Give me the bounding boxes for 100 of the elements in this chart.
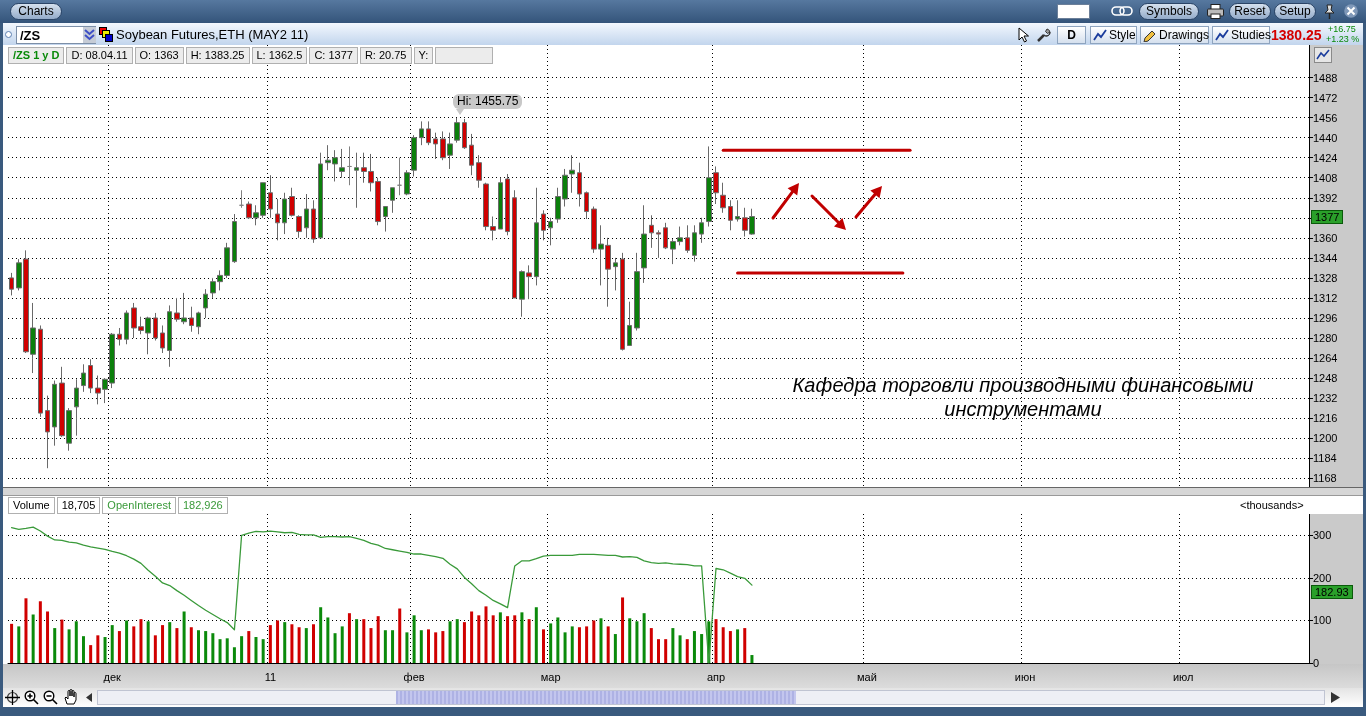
candlestick (9, 272, 14, 296)
bar (196, 630, 200, 663)
bar (621, 597, 625, 663)
bar (649, 628, 653, 663)
candlestick (347, 145, 352, 186)
annotation: O: 1363 (134, 47, 184, 64)
x-tick-label: апр (706, 670, 726, 683)
bar (161, 625, 165, 663)
bar (326, 617, 330, 663)
bar (520, 612, 524, 663)
candlestick (656, 229, 661, 259)
bar (743, 628, 747, 663)
bar (153, 635, 157, 663)
text: 1377 (1311, 210, 1344, 224)
candlestick (167, 304, 172, 368)
y-tick-label: 1248 (1313, 372, 1338, 385)
y-tick-label: 1184 (1313, 452, 1337, 465)
candlestick (189, 306, 194, 333)
bar (276, 620, 280, 663)
text: 182.93 (1311, 585, 1353, 599)
bar (182, 611, 186, 663)
y-tick-label: 1168 (1313, 472, 1337, 485)
candlestick (404, 169, 410, 196)
annotation: R: 20.75 (359, 47, 412, 64)
y-tick-label: 1200 (1313, 432, 1338, 445)
bar (67, 629, 71, 663)
bar (613, 634, 617, 663)
candlestick (124, 309, 129, 345)
bar (225, 638, 229, 663)
x-tick-label: июн (1014, 670, 1036, 683)
bar (412, 615, 416, 663)
bar (692, 631, 696, 663)
x-tick-label: мар (540, 670, 561, 683)
bar (477, 615, 481, 663)
candlestick (196, 311, 201, 335)
candlestick (411, 134, 417, 177)
candlestick (498, 177, 503, 230)
y-tick-label: 200 (1313, 571, 1332, 584)
candlestick (634, 252, 640, 331)
bar (434, 632, 438, 663)
bar (541, 629, 545, 663)
bar (534, 607, 538, 663)
text: 18,705 (56, 497, 101, 514)
candlestick (649, 214, 654, 249)
bar (383, 630, 387, 663)
bar (570, 626, 574, 663)
bar (10, 623, 14, 663)
candlestick (203, 288, 208, 319)
bar (527, 619, 531, 663)
candlestick (339, 148, 345, 179)
bar (125, 620, 129, 663)
bar (585, 626, 589, 663)
button: Setup (1274, 3, 1316, 20)
bar (355, 619, 359, 663)
candlestick (728, 199, 733, 231)
y-tick-label: 1280 (1313, 332, 1338, 344)
candlestick (548, 217, 553, 246)
bar (17, 626, 21, 663)
bar (117, 631, 121, 663)
bar (60, 619, 64, 663)
bar (311, 624, 315, 663)
text: 1380.25 (1271, 27, 1322, 43)
bar (189, 627, 193, 663)
candlestick (613, 257, 618, 291)
candlestick (685, 224, 690, 254)
chart-title: Volume (8, 497, 55, 514)
y-tick-label: 1456 (1313, 111, 1338, 124)
bar (175, 628, 179, 663)
candlestick (512, 189, 517, 299)
candlestick (433, 132, 438, 160)
bar (38, 601, 42, 663)
annotation: H: 1383.25 (185, 47, 250, 64)
bar (340, 626, 344, 663)
bar (247, 631, 251, 663)
annotation: Кафедра торговли производными финансовыми инструментами (791, 373, 1255, 421)
bar (74, 621, 78, 663)
y-tick-label: 0 (1313, 657, 1320, 669)
bar (232, 647, 236, 663)
candlestick (304, 193, 309, 239)
bar (462, 622, 466, 663)
y-tick-label: 300 (1313, 529, 1332, 542)
bar (599, 618, 603, 663)
candlestick (52, 380, 57, 447)
candlestick (534, 187, 539, 286)
bar (261, 639, 265, 663)
candlestick (232, 213, 237, 264)
bar (139, 619, 143, 663)
candlestick (45, 395, 50, 469)
bar (549, 623, 553, 663)
button: Symbols (1139, 3, 1199, 20)
bar (240, 636, 244, 663)
x-tick-label: фев (403, 670, 425, 683)
candlestick (454, 117, 460, 144)
bar (484, 606, 488, 663)
bar (347, 613, 351, 663)
y-tick-label: 1264 (1313, 352, 1338, 365)
bar (728, 631, 732, 663)
bar (657, 639, 660, 663)
bar (204, 631, 208, 663)
bar (750, 655, 754, 663)
